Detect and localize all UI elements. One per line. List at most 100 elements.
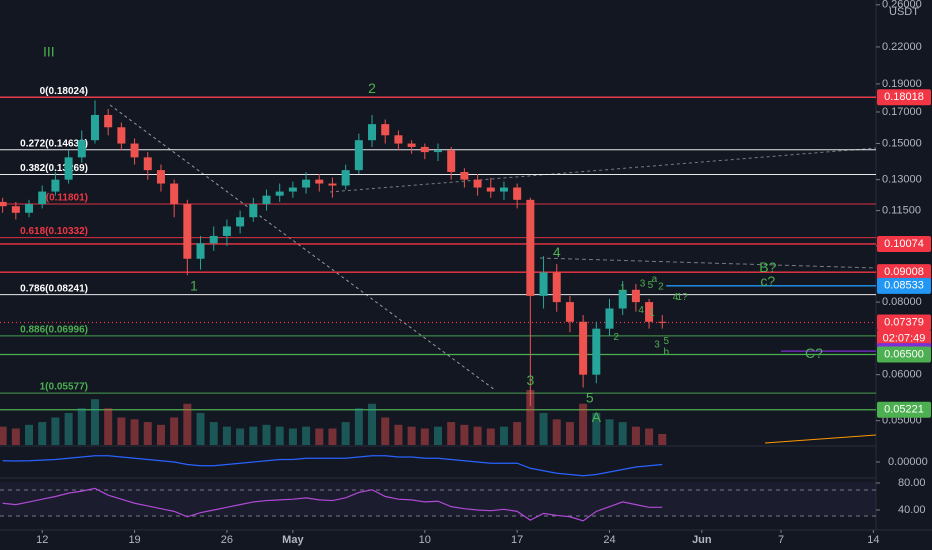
volume-bar: [11, 428, 20, 445]
candle-body: [38, 191, 47, 205]
price-tag: [877, 235, 931, 252]
wave-label: 5: [648, 280, 654, 291]
volume-bar: [38, 422, 47, 445]
volume-bar: [499, 426, 508, 445]
candle-body: [104, 114, 113, 128]
volume-bar: [434, 426, 442, 445]
candle-body: [183, 204, 192, 259]
wave-label: 4: [673, 292, 679, 303]
fib-label: 0.886(0.06996): [20, 325, 88, 336]
y-tick-label: 0.06000: [882, 369, 922, 381]
x-tick-label: 24: [603, 534, 615, 546]
wave-label: 2: [613, 332, 619, 343]
volume-bar: [262, 424, 271, 445]
volume-bar: [156, 424, 165, 445]
x-tick-label: 26: [221, 534, 233, 546]
volume-bar: [117, 417, 126, 445]
price-tag: [877, 89, 931, 106]
volume-bar: [143, 422, 152, 445]
volume-bar: [486, 428, 495, 445]
candle-body: [64, 157, 73, 180]
volume-bar: [407, 426, 416, 445]
volume-bar: [526, 390, 535, 445]
x-tick-label: 12: [36, 534, 48, 546]
candle-body: [196, 243, 205, 259]
price-tag: [877, 277, 931, 294]
wave-label: 1?: [677, 292, 689, 303]
candle-body: [658, 321, 667, 323]
y-tick-label: 0.26000: [882, 0, 922, 11]
macd-line: [2, 455, 663, 477]
wave-label: III: [43, 43, 55, 59]
candle-body: [354, 140, 363, 171]
wave-label: B?: [759, 259, 776, 275]
price-tag-label: 0.06500: [884, 348, 924, 360]
volume-bar: [236, 428, 245, 445]
candle-body: [447, 150, 456, 172]
candle-body: [486, 187, 495, 192]
candle-body: [539, 272, 548, 296]
wave-label: 5: [586, 390, 594, 406]
price-tag-label: 0.10074: [884, 238, 924, 250]
y-tick-label: 0.15000: [882, 137, 922, 149]
candle-body: [11, 206, 20, 213]
fib-label: 0.786(0.08241): [20, 283, 88, 294]
wave-label: c?: [760, 273, 775, 289]
candle-body: [499, 187, 508, 192]
y-tick-label: 0.19000: [882, 78, 922, 90]
wave-label: C?: [805, 345, 823, 361]
price-tag: [877, 346, 931, 363]
x-tick-label: 7: [778, 534, 784, 546]
candle-body: [407, 143, 416, 147]
candle-body: [565, 302, 574, 322]
volume-bar: [288, 428, 297, 445]
wave-label: 3: [526, 372, 534, 388]
candle-body: [618, 289, 627, 309]
volume-bar: [368, 403, 377, 445]
candle-body: [328, 183, 337, 186]
volume-bar: [0, 426, 7, 445]
candle-body: [368, 124, 377, 141]
trend-line: [764, 434, 877, 444]
volume-bar: [552, 419, 561, 445]
candle-body: [25, 204, 34, 213]
volume-bar: [592, 412, 601, 445]
volume-bar: [394, 424, 403, 445]
volume-bar: [183, 403, 192, 445]
candle-body: [51, 179, 60, 192]
price-tag-label: 0.07379: [884, 316, 924, 328]
wave-label: 5: [663, 336, 669, 347]
candle-body: [222, 226, 231, 236]
candle-body: [130, 143, 139, 158]
volume-bar: [302, 426, 311, 445]
volume-bar: [328, 428, 337, 445]
volume-bar: [249, 426, 258, 445]
fib-label: 5(0.11801): [40, 193, 88, 204]
x-tick-label: 10: [419, 534, 431, 546]
wave-label: 2: [368, 80, 376, 96]
x-tick-label: 17: [511, 534, 523, 546]
fib-label: 0(0.18024): [40, 86, 88, 97]
y-tick-label: 0.17000: [882, 106, 922, 118]
candle-body: [143, 157, 152, 171]
candle-body: [341, 170, 350, 186]
y-tick-label: 0.22000: [882, 41, 922, 53]
price-tag: [877, 264, 931, 281]
volume-bar: [618, 422, 627, 445]
volume-bar: [25, 424, 34, 445]
x-tick-label: 19: [128, 534, 140, 546]
wave-label: 2: [658, 281, 664, 292]
volume-bar: [420, 428, 429, 445]
volume-bar: [90, 399, 99, 445]
wave-label: 1: [649, 308, 655, 319]
candle-body: [460, 171, 469, 180]
volume-bar: [605, 419, 614, 445]
y-tick-label: 40.00: [898, 504, 926, 516]
volume-bar: [473, 426, 482, 445]
candle-body: [315, 179, 324, 184]
wave-label: 3: [654, 340, 660, 351]
volume-bar: [104, 408, 113, 445]
y-tick-label: 0.11500: [882, 204, 921, 216]
candle-body: [170, 183, 179, 205]
wave-label: A: [592, 409, 602, 425]
